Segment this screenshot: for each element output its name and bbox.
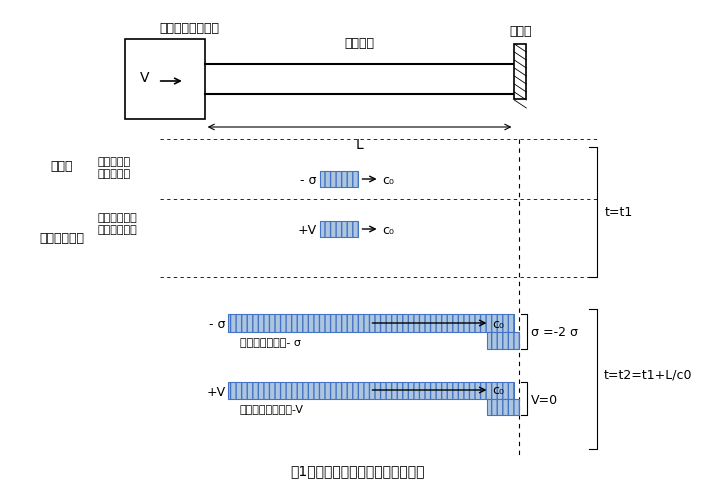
Text: 図1　固定端における応力波の反射: 図1 固定端における応力波の反射 [290,463,424,477]
Text: 細い丸棒: 細い丸棒 [345,37,374,50]
Bar [228,314,514,332]
Text: +V: +V [206,386,226,399]
Bar [320,172,358,187]
Text: 反射波（圧縮）- σ: 反射波（圧縮）- σ [239,337,300,347]
Text: 上側：右向き: 上側：右向き [98,213,138,223]
Text: 下側：圧縮: 下側：圧縮 [98,169,131,179]
Text: 上側：引張: 上側：引張 [98,157,131,167]
Bar [320,222,358,238]
Text: c₀: c₀ [493,384,504,397]
Bar [488,332,519,349]
Text: c₀: c₀ [382,173,394,186]
Bar [125,40,205,120]
Text: V: V [140,71,150,85]
Text: 下側：左向き: 下側：左向き [98,224,138,235]
Bar [488,399,519,415]
Text: 固定端: 固定端 [509,25,531,38]
Text: t=t2=t1+L/c0: t=t2=t1+L/c0 [603,368,692,381]
Text: 反射波（左向き）-V: 反射波（左向き）-V [239,403,304,413]
Text: c₀: c₀ [493,317,504,330]
Bar [514,45,526,100]
Bar [228,382,514,399]
Text: +V: +V [298,224,317,237]
Text: V=0: V=0 [531,393,559,406]
Text: 粒子の変形域: 粒子の変形域 [39,231,85,244]
Text: 応力波: 応力波 [51,160,73,173]
Text: 大きく重たい副体: 大きく重たい副体 [160,22,219,35]
Text: - σ: - σ [209,318,226,331]
Text: - σ: - σ [300,174,317,187]
Text: c₀: c₀ [382,223,394,236]
Text: σ =-2 σ: σ =-2 σ [531,325,579,338]
Text: t=t1: t=t1 [604,206,632,219]
Text: L: L [356,138,364,152]
